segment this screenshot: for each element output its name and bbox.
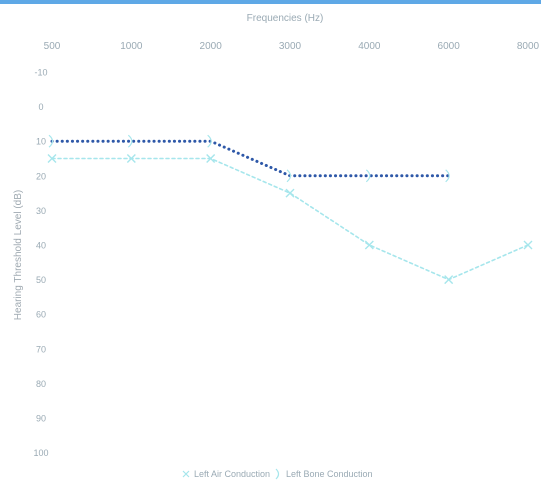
- y-tick-label: 80: [36, 379, 46, 389]
- x-tick-label: 4000: [358, 41, 381, 52]
- chart-title: Frequencies (Hz): [247, 13, 324, 24]
- x-tick-label: 6000: [438, 41, 461, 52]
- y-tick-label: 90: [36, 414, 46, 424]
- data-point-bone-marker: [127, 134, 133, 148]
- y-axis-ticks: -10 0 10 20 30 40 50 60 70 80 90 100: [33, 68, 48, 459]
- data-point-air-x: [444, 275, 454, 285]
- y-tick-label: 40: [36, 241, 46, 251]
- y-tick-label: 70: [36, 344, 46, 354]
- y-tick-label: 30: [36, 206, 46, 216]
- legend-label-air: Left Air Conduction: [194, 469, 270, 479]
- y-tick-label: 20: [36, 171, 46, 181]
- data-point-air-x: [126, 154, 136, 163]
- data-point-air-x: [47, 154, 57, 163]
- legend-marker-air: [182, 470, 190, 478]
- data-point-bone-marker: [445, 169, 450, 183]
- data-point-bone-marker: [365, 169, 371, 183]
- data-point-bone-marker: [48, 134, 54, 148]
- y-tick-label: 50: [36, 275, 46, 285]
- legend-marker-bone: [275, 468, 280, 480]
- legend: Left Air Conduction Left Bone Conduction: [182, 468, 373, 480]
- y-tick-label: 100: [33, 448, 48, 458]
- data-point-bone-marker: [207, 134, 212, 148]
- y-tick-label: 60: [36, 310, 46, 320]
- x-tick-label: 500: [44, 41, 61, 52]
- series-line-left-bone: [50, 139, 451, 178]
- data-point-bone-marker: [286, 169, 292, 183]
- series-layer: [47, 134, 533, 285]
- data-point-air-x: [206, 154, 216, 163]
- data-point-air-x: [364, 240, 374, 250]
- data-point-air-x: [285, 188, 295, 198]
- window-top-strip: [0, 0, 541, 4]
- legend-label-bone: Left Bone Conduction: [286, 469, 373, 479]
- x-tick-label: 3000: [279, 41, 302, 52]
- y-tick-label: 10: [36, 137, 46, 147]
- x-tick-label: 8000: [517, 41, 540, 52]
- y-axis-label: Hearing Threshold Level (dB): [13, 190, 24, 320]
- data-point-air-x: [523, 240, 533, 250]
- x-tick-label: 2000: [200, 41, 223, 52]
- x-axis-ticks: 500 1000 2000 3000 4000 6000 8000: [44, 41, 540, 52]
- x-tick-label: 1000: [120, 41, 143, 52]
- y-tick-label: -10: [34, 68, 47, 78]
- y-tick-label: 0: [38, 102, 43, 112]
